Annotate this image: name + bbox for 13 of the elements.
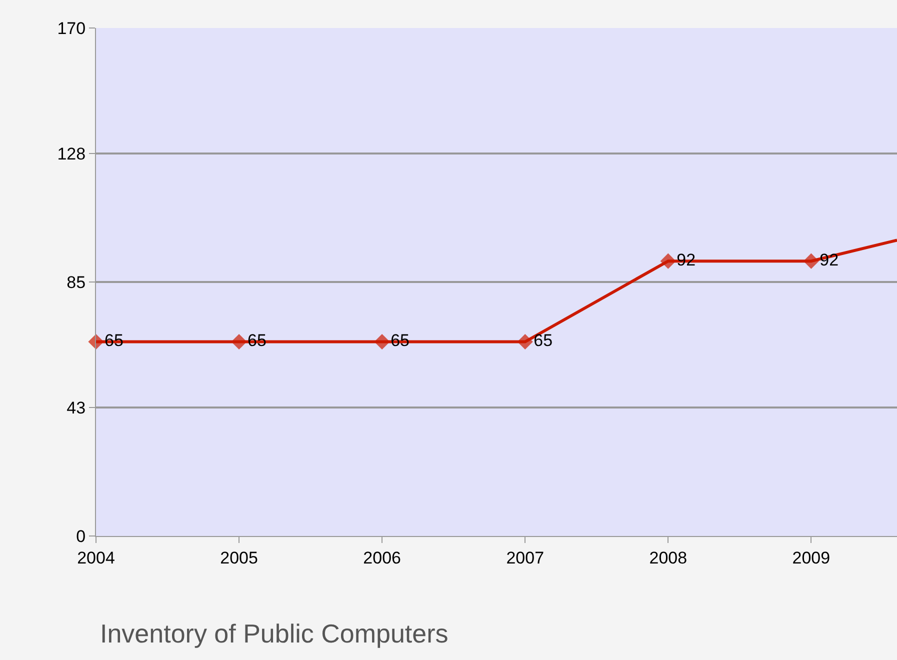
x-tick-label: 2009 (792, 548, 830, 568)
y-tick-label: 128 (57, 144, 86, 164)
y-tick-label: 85 (66, 272, 86, 292)
x-tick-label: 2006 (363, 548, 401, 568)
x-tick-label: 2007 (506, 548, 544, 568)
x-tick-label: 2004 (77, 548, 115, 568)
x-tick-label: 2008 (649, 548, 688, 568)
y-tick-label: 170 (57, 18, 86, 38)
text: Inventory of Public Computers (100, 618, 448, 649)
y-tick-label: 0 (76, 526, 86, 546)
x-tick-label: 2005 (220, 548, 258, 568)
data-label: 65 (534, 331, 553, 350)
y-tick-label: 43 (66, 398, 86, 418)
